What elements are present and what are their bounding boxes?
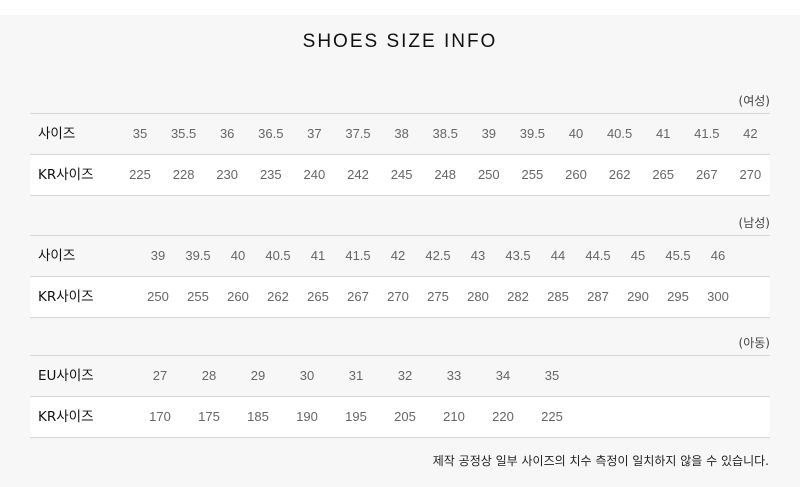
table-cell: 38 xyxy=(394,126,409,141)
table-cell: 30 xyxy=(299,368,315,383)
table-cell: 282 xyxy=(507,288,529,304)
table-cell: 195 xyxy=(345,408,367,424)
table-cell: 42 xyxy=(743,126,758,141)
table-cell: 32 xyxy=(397,368,413,383)
size-table-men: (남성) 사이즈 39 39.5 40 40.5 41 41.5 42 42.5 43 43.5 44 4… xyxy=(30,214,770,324)
table-cell: 270 xyxy=(739,166,762,182)
table-cell: 35 xyxy=(544,368,560,383)
table-cell: 262 xyxy=(267,288,289,304)
table-cell: 44.5 xyxy=(585,248,611,263)
table-cell: 46 xyxy=(710,248,726,263)
table-cell: 267 xyxy=(695,166,718,182)
row-label: KR사이즈 xyxy=(38,408,94,425)
table-cell: 35.5 xyxy=(170,126,197,141)
table-cell: 228 xyxy=(172,166,195,182)
table-cell: 175 xyxy=(198,408,220,424)
table-cell: 34 xyxy=(495,368,511,383)
table-cell: 265 xyxy=(652,166,675,182)
table-cell: 37.5 xyxy=(345,126,371,141)
table-cell: 300 xyxy=(707,288,729,304)
table-cell: 285 xyxy=(547,288,569,304)
table-cell: 242 xyxy=(347,166,369,182)
table-cell: 43.5 xyxy=(505,248,531,263)
table-cell: 37 xyxy=(307,126,322,141)
table-cell: 245 xyxy=(390,166,413,182)
table-cell: 190 xyxy=(296,408,318,424)
table-cell: 41.5 xyxy=(694,126,720,141)
page-title: SHOES SIZE INFO xyxy=(302,31,498,52)
table-row: 사이즈 35 35.5 36 36.5 37 37.5 38 38.5 39 39.5 40 40.5 4… xyxy=(30,113,770,154)
table-row: EU사이즈 27 28 29 30 31 32 33 34 35 xyxy=(30,355,770,396)
table-cell: 248 xyxy=(434,166,457,182)
table-cell: 38.5 xyxy=(432,126,458,141)
table-cell: 29 xyxy=(250,368,266,383)
table-cell: 235 xyxy=(259,166,282,182)
table-cell: 295 xyxy=(667,288,689,304)
table-cell: 45.5 xyxy=(665,248,691,263)
table-cell: 170 xyxy=(149,408,171,424)
table-cell: 39 xyxy=(150,248,166,263)
top-strip xyxy=(0,0,800,15)
table-cell: 43 xyxy=(470,248,486,263)
table-cell: 220 xyxy=(492,408,514,424)
table-cell: 44 xyxy=(550,248,566,263)
table-cell: 260 xyxy=(565,166,587,182)
table-cell: 270 xyxy=(387,288,409,304)
table-cell: 260 xyxy=(227,288,249,304)
gender-label: (아동) xyxy=(738,336,770,350)
table-cell: 39.5 xyxy=(185,248,211,263)
table-cell: 41.5 xyxy=(345,248,371,263)
table-row: 사이즈 39 39.5 40 40.5 41 41.5 42 42.5 43 43.5 44 44.5 4… xyxy=(30,235,770,276)
table-cell: 225 xyxy=(541,408,563,424)
table-cell: 240 xyxy=(303,166,326,182)
table-cell: 36 xyxy=(219,126,235,141)
table-cell: 40.5 xyxy=(265,248,291,263)
table-cell: 250 xyxy=(477,166,500,182)
table-row: KR사이즈 250 255 260 262 265 267 270 275 280 282 285 28… xyxy=(30,275,770,318)
table-cell: 287 xyxy=(587,288,609,304)
table-cell: 265 xyxy=(307,288,329,304)
table-row: KR사이즈 170 175 185 190 195 205 210 220 225 xyxy=(30,395,770,438)
table-cell: 255 xyxy=(521,166,544,182)
table-cell: 255 xyxy=(187,288,209,304)
table-cell: 33 xyxy=(446,368,462,383)
table-cell: 40 xyxy=(568,126,584,141)
table-cell: 45 xyxy=(630,248,646,263)
table-row: KR사이즈 225 228 230 235 240 242 245 248 250 255 260 26… xyxy=(30,153,770,196)
table-cell: 42.5 xyxy=(425,248,451,263)
table-cell: 27 xyxy=(152,368,168,383)
table-cell: 35 xyxy=(132,126,148,141)
gender-label: (여성) xyxy=(738,94,770,108)
table-cell: 28 xyxy=(201,368,217,383)
table-cell: 39 xyxy=(481,126,497,141)
table-cell: 39.5 xyxy=(519,126,546,141)
table-cell: 205 xyxy=(394,408,416,424)
table-cell: 280 xyxy=(467,288,489,304)
size-table-women: (여성) 사이즈 35 35.5 36 36.5 37 37.5 38 38.5 39 39.5 40 4… xyxy=(30,92,770,202)
row-label: EU사이즈 xyxy=(38,368,94,384)
table-cell: 185 xyxy=(247,408,269,424)
table-cell: 40.5 xyxy=(606,126,633,141)
row-label: KR사이즈 xyxy=(38,166,94,183)
table-cell: 290 xyxy=(627,288,649,304)
table-cell: 41 xyxy=(310,248,326,263)
row-label: 사이즈 xyxy=(38,248,76,264)
table-cell: 262 xyxy=(608,166,631,182)
disclaimer-note: 제작 공정상 일부 사이즈의 치수 측정이 일치하지 않을 수 있습니다. xyxy=(432,454,769,468)
table-cell: 267 xyxy=(347,288,369,304)
table-cell: 230 xyxy=(216,166,239,182)
table-cell: 250 xyxy=(147,288,169,304)
table-cell: 225 xyxy=(129,166,151,182)
table-cell: 40 xyxy=(230,248,246,263)
table-cell: 41 xyxy=(655,126,671,141)
table-cell: 275 xyxy=(427,288,449,304)
table-cell: 31 xyxy=(348,368,364,383)
table-cell: 36.5 xyxy=(258,126,284,141)
row-label: KR사이즈 xyxy=(38,288,94,305)
table-cell: 42 xyxy=(390,248,406,263)
row-label: 사이즈 xyxy=(38,126,76,142)
size-table-kids: (아동) EU사이즈 27 28 29 30 31 32 33 34 35 KR사이즈 170 175 18… xyxy=(30,334,770,444)
gender-label: (남성) xyxy=(738,216,770,230)
table-cell: 210 xyxy=(443,408,465,424)
